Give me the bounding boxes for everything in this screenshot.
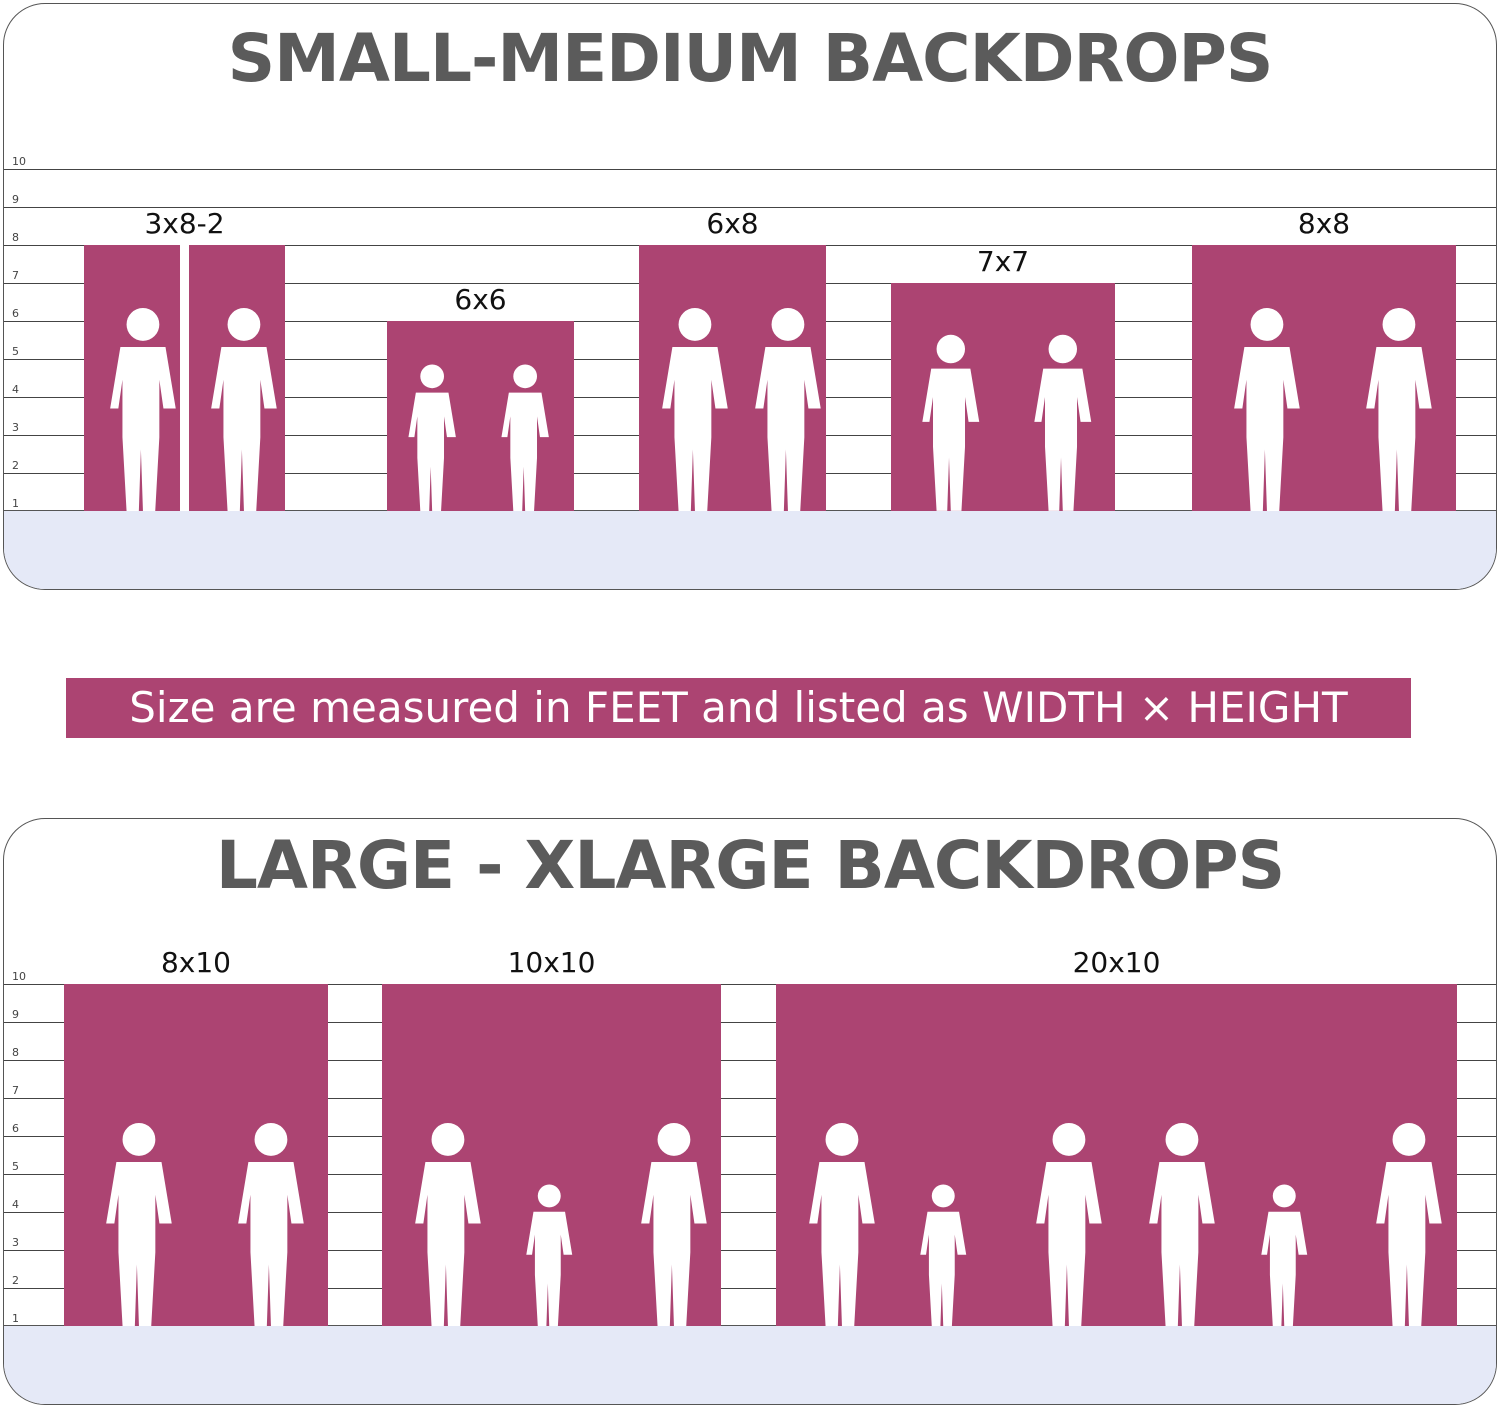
person-silhouette-icon (210, 308, 277, 511)
person-silhouette-icon (110, 308, 176, 511)
backdrop-6x6 (387, 321, 574, 511)
person-silhouette-icon (640, 1123, 707, 1326)
gridline (4, 1136, 1496, 1137)
person-silhouette-icon (1149, 1123, 1215, 1326)
backdrop-size-label: 8x10 (160, 946, 231, 979)
scale-tick-label: 6 (12, 1122, 19, 1135)
backdrop-8x8 (1192, 245, 1456, 511)
scale-tick-label: 1 (12, 1312, 19, 1325)
backdrop-3x8-2 (84, 245, 285, 511)
person-silhouette-icon (920, 1183, 967, 1326)
scale-tick-label: 7 (12, 1084, 19, 1097)
backdrop-6x8 (639, 245, 826, 511)
backdrop-size-label: 3x8-2 (144, 207, 225, 240)
backdrop-7x7 (891, 283, 1115, 511)
person-silhouette-icon (525, 1183, 572, 1326)
gridline (4, 984, 1496, 985)
backdrop-size-label: 8x8 (1297, 207, 1351, 240)
scale-tick-label: 4 (12, 1198, 19, 1211)
gridline (4, 1288, 1496, 1289)
scale-tick-label: 5 (12, 345, 19, 358)
floor (4, 1325, 1496, 1404)
scale-tick-label: 9 (12, 1008, 19, 1021)
gridline (4, 1250, 1496, 1251)
backdrop-8x10 (64, 984, 328, 1326)
units-banner: Size are measured in FEET and listed as … (66, 678, 1411, 738)
gridline (4, 1212, 1496, 1213)
scale-tick-label: 7 (12, 269, 19, 282)
person-silhouette-icon (808, 1123, 875, 1326)
backdrop-size-label: 10x10 (507, 946, 596, 979)
person-silhouette-icon (755, 308, 821, 511)
backdrop-10x10 (382, 984, 721, 1326)
gridline (4, 1098, 1496, 1099)
scale-tick-label: 5 (12, 1160, 19, 1173)
gridline (4, 1174, 1496, 1175)
person-silhouette-icon (414, 1123, 481, 1326)
scale-tick-label: 3 (12, 1236, 19, 1249)
person-silhouette-icon (1034, 334, 1092, 511)
scale-tick-label: 2 (12, 459, 19, 472)
scale-tick-label: 9 (12, 193, 19, 206)
backdrop-size-label: 7x7 (976, 245, 1030, 278)
scale-tick-label: 10 (12, 970, 26, 983)
backdrop-size-label: 6x8 (706, 207, 759, 240)
person-silhouette-icon (106, 1123, 172, 1326)
person-silhouette-icon (501, 364, 550, 511)
person-silhouette-icon (238, 1123, 304, 1326)
person-silhouette-icon (661, 308, 728, 511)
backdrop-20x10 (776, 984, 1457, 1326)
gridline (4, 1060, 1496, 1061)
scale-tick-label: 3 (12, 421, 19, 434)
person-silhouette-icon (1261, 1183, 1307, 1326)
scale-tick-label: 2 (12, 1274, 19, 1287)
small-medium-panel: SMALL-MEDIUM BACKDROPS 10 9 8 7 6 5 4 3 2 1 3x8-2… (3, 3, 1497, 590)
person-silhouette-icon (408, 364, 456, 511)
gridline (4, 1022, 1496, 1023)
scale-tick-label: 1 (12, 497, 19, 510)
scale-tick-label: 10 (12, 155, 26, 168)
section-title: LARGE - XLARGE BACKDROPS (215, 827, 1285, 904)
gridline (4, 169, 1496, 170)
scale-tick-label: 6 (12, 307, 19, 320)
person-silhouette-icon (1035, 1123, 1102, 1326)
backdrop-size-label: 6x6 (454, 283, 507, 316)
floor (4, 510, 1496, 589)
person-silhouette-icon (922, 334, 980, 511)
person-silhouette-icon (1366, 308, 1432, 511)
scale-tick-label: 8 (12, 231, 19, 244)
scale-tick-label: 8 (12, 1046, 19, 1059)
gridline (4, 207, 1496, 208)
large-xlarge-panel: LARGE - XLARGE BACKDROPS 10 9 8 7 6 5 4 3 2 1 8x1… (3, 818, 1497, 1405)
scale-tick-label: 4 (12, 383, 19, 396)
person-silhouette-icon (1234, 308, 1300, 511)
section-title: SMALL-MEDIUM BACKDROPS (227, 20, 1274, 97)
backdrop-size-label: 20x10 (1072, 946, 1161, 979)
person-silhouette-icon (1376, 1123, 1442, 1326)
